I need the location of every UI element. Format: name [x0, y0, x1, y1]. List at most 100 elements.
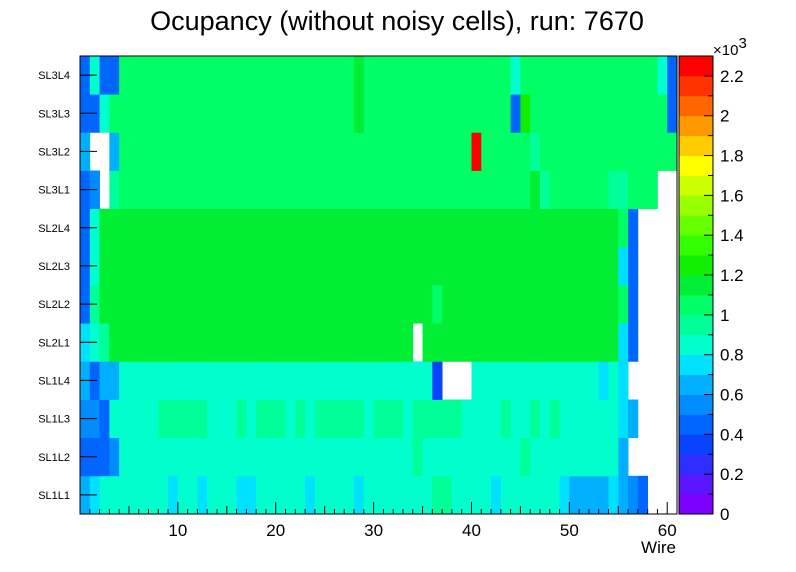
colorbar-multiplier-exponent: 3	[738, 35, 746, 52]
heatmap-cell	[363, 399, 375, 439]
y-axis: SL1L1 SL1L2 SL1L3 SL1L4 SL2L1 SL2L2 SL2L3 SL2L4…	[38, 70, 97, 502]
heatmap-cell	[471, 399, 482, 439]
heatmap-cells	[80, 56, 678, 515]
heatmap-cell	[217, 170, 228, 210]
heatmap-cell	[177, 132, 189, 171]
heatmap-cell	[500, 94, 512, 133]
heatmap-cell	[491, 170, 502, 210]
heatmap-cell	[618, 208, 629, 248]
colorbar-segment	[679, 135, 713, 156]
heatmap-cell	[314, 475, 326, 515]
heatmap-cell	[383, 285, 394, 324]
heatmap-cell	[314, 132, 326, 171]
heatmap-cell	[618, 285, 629, 324]
heatmap-cell	[363, 94, 375, 133]
heatmap-cell	[383, 170, 394, 210]
heatmap-cell	[354, 475, 365, 515]
heatmap-cell	[451, 475, 463, 515]
heatmap-cell	[618, 170, 629, 210]
heatmap-cell	[588, 132, 600, 171]
heatmap-cell	[598, 246, 609, 286]
heatmap-cell	[412, 170, 423, 210]
heatmap-cell	[177, 94, 189, 133]
heatmap-cell	[422, 323, 433, 362]
colorbar-tick-label: 0.4	[720, 425, 744, 444]
heatmap-cell	[598, 323, 609, 362]
heatmap-cell	[334, 94, 345, 133]
heatmap-cell	[618, 399, 629, 439]
heatmap-cell	[608, 437, 619, 477]
heatmap-cell	[246, 208, 257, 248]
heatmap-cell	[334, 361, 345, 400]
heatmap-cell	[520, 56, 531, 95]
heatmap-cell	[373, 56, 384, 95]
heatmap-cell	[500, 285, 512, 324]
heatmap-cell	[275, 361, 286, 400]
heatmap-cell	[579, 475, 590, 515]
heatmap-cell	[579, 170, 590, 210]
heatmap-cell	[402, 94, 414, 133]
heatmap-cell	[138, 475, 149, 515]
heatmap-cell	[207, 246, 218, 286]
heatmap-cell	[275, 399, 286, 439]
heatmap-cell	[402, 132, 414, 171]
heatmap-cell	[148, 323, 159, 362]
heatmap-cell	[432, 361, 443, 400]
heatmap-cell	[168, 132, 179, 171]
heatmap-cell	[500, 208, 512, 248]
heatmap-cell	[128, 94, 140, 133]
heatmap-cell	[647, 94, 658, 133]
heatmap-cell	[510, 399, 521, 439]
colorbar-tick-label: 1	[720, 306, 729, 325]
heatmap-cell	[236, 56, 247, 95]
heatmap-cell	[491, 437, 502, 477]
heatmap-cell	[354, 170, 365, 210]
colorbar-segment	[679, 56, 713, 77]
heatmap-cell	[285, 323, 296, 362]
y-tick-label: SL2L2	[38, 299, 70, 311]
heatmap-cell	[481, 323, 492, 362]
heatmap-cell	[119, 56, 130, 95]
heatmap-cell	[324, 399, 335, 439]
x-tick-label: 60	[658, 521, 677, 540]
heatmap-cell	[422, 132, 433, 171]
heatmap-cell	[539, 246, 551, 286]
heatmap-cell	[236, 475, 247, 515]
heatmap-cell	[481, 94, 492, 133]
heatmap-cell	[305, 94, 316, 133]
heatmap-cell	[197, 170, 208, 210]
heatmap-cell	[119, 246, 130, 286]
heatmap-cell	[598, 437, 609, 477]
heatmap-cell	[422, 170, 433, 210]
heatmap-cell	[363, 437, 375, 477]
heatmap-cell	[354, 323, 365, 362]
heatmap-cell	[207, 208, 218, 248]
heatmap-cell	[275, 323, 286, 362]
heatmap-cell	[491, 208, 502, 248]
heatmap-cell	[461, 285, 472, 324]
colorbar-tick-label: 2	[720, 107, 729, 126]
heatmap-cell	[383, 246, 394, 286]
heatmap-cell	[461, 208, 472, 248]
heatmap-cell	[373, 475, 384, 515]
heatmap-cell	[442, 132, 453, 171]
heatmap-cell	[559, 246, 570, 286]
heatmap-cell	[442, 94, 453, 133]
heatmap-cell	[177, 437, 189, 477]
heatmap-cell	[363, 170, 375, 210]
heatmap-cell	[461, 94, 472, 133]
heatmap-cell	[148, 208, 159, 248]
heatmap-cell	[334, 132, 345, 171]
colorbar-segment	[679, 175, 713, 196]
colorbar-segment	[679, 474, 713, 495]
heatmap-cell	[334, 399, 345, 439]
heatmap-cell	[275, 246, 286, 286]
heatmap-cell	[491, 323, 502, 362]
heatmap-cell	[158, 475, 169, 515]
heatmap-cell	[628, 285, 639, 324]
heatmap-cell	[187, 208, 198, 248]
heatmap-cell	[451, 208, 463, 248]
heatmap-cell	[168, 323, 179, 362]
heatmap-cell	[667, 132, 678, 171]
heatmap-cell	[520, 323, 531, 362]
